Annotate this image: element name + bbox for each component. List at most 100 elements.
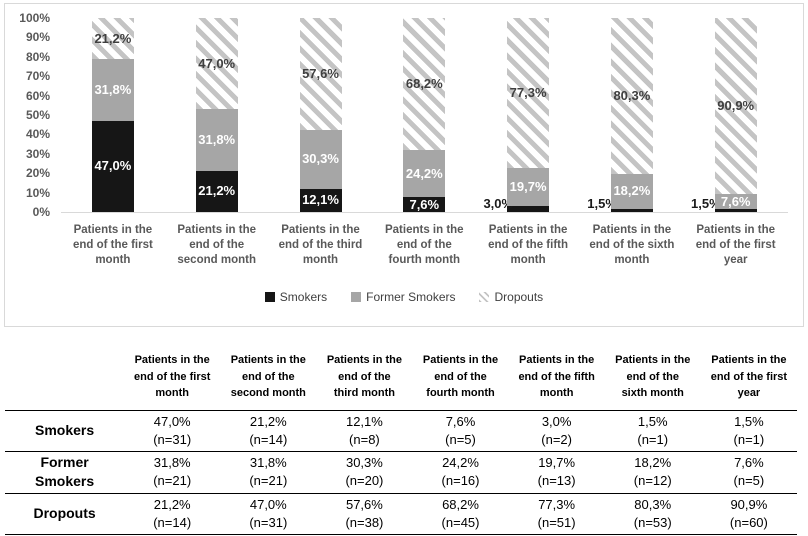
table-cell: 19,7% (n=13) bbox=[509, 452, 605, 494]
category-label: Patients in the end of the fifth month bbox=[488, 224, 568, 266]
table-cell: 21,2% (n=14) bbox=[124, 493, 220, 535]
table-cell: 12,1% (n=8) bbox=[316, 410, 412, 452]
table-cell: 18,2% (n=12) bbox=[605, 452, 701, 494]
table-cell: 47,0% (n=31) bbox=[124, 410, 220, 452]
y-axis-tick-label: 90% bbox=[25, 30, 50, 45]
table-cell: 1,5% (n=1) bbox=[701, 410, 797, 452]
cell-n-count: (n=13) bbox=[537, 473, 576, 489]
table-cell: 77,3% (n=51) bbox=[509, 493, 605, 535]
legend-swatch-icon bbox=[264, 292, 275, 302]
cell-n-count: (n=12) bbox=[633, 473, 672, 489]
table-cell: 7,6% (n=5) bbox=[701, 452, 797, 494]
cell-n-count: (n=1) bbox=[637, 431, 669, 447]
table-header-cell: Patients in the end of the first month bbox=[134, 354, 211, 399]
table-row-label: Smokers bbox=[34, 422, 95, 439]
table-cell: 1,5% (n=1) bbox=[605, 410, 701, 452]
table-row: Dropouts 21,2% (n=14) 47,0% (n=31) 57,6% (n=38… bbox=[5, 493, 797, 535]
cell-n-count: (n=51) bbox=[537, 514, 576, 530]
bar-data-label: 12,1% bbox=[302, 192, 339, 208]
bar-segment-smokers bbox=[195, 170, 238, 212]
bar-segment-former-smokers bbox=[299, 129, 342, 189]
table-cell: 30,3% (n=20) bbox=[316, 452, 412, 494]
cell-n-count: (n=16) bbox=[441, 473, 480, 489]
table-corner-cell bbox=[5, 347, 124, 410]
cell-n-count: (n=14) bbox=[153, 514, 192, 530]
category-label: Patients in the end of the first month bbox=[72, 224, 153, 266]
legend-swatch-icon bbox=[479, 292, 490, 302]
bar-data-label: 24,2% bbox=[405, 165, 443, 181]
cell-percentage: 30,3% bbox=[345, 455, 383, 471]
category-label: Patients in the end of the second month bbox=[177, 224, 256, 266]
cell-percentage: 47,0% bbox=[153, 413, 191, 429]
cell-percentage: 18,2% bbox=[634, 455, 672, 471]
cell-n-count: (n=5) bbox=[445, 431, 476, 447]
bar-segment-smokers bbox=[507, 206, 550, 212]
cell-n-count: (n=20) bbox=[345, 473, 384, 489]
bar-data-label: 47,0% bbox=[198, 55, 236, 71]
y-axis-tick-label: 60% bbox=[25, 88, 50, 103]
bar-data-label: 80,3% bbox=[613, 87, 651, 103]
bar-data-label: 1,5% bbox=[587, 196, 617, 211]
table-cell: 21,2% (n=14) bbox=[220, 410, 316, 452]
cell-n-count: (n=1) bbox=[733, 431, 765, 447]
bar-data-label: 19,7% bbox=[509, 179, 547, 195]
table-header-cell: Patients in the end of the second month bbox=[230, 354, 306, 399]
cell-percentage: 80,3% bbox=[634, 496, 672, 512]
bar-segment-former-smokers bbox=[195, 109, 238, 171]
table-cell: 31,8% (n=21) bbox=[124, 452, 220, 494]
table-row-label: Former Smokers bbox=[34, 454, 95, 490]
chart-legend: Smokers Former Smokers Dropouts bbox=[5, 290, 803, 304]
cell-n-count: (n=21) bbox=[153, 473, 192, 489]
bar-data-label: 68,2% bbox=[405, 76, 443, 92]
y-axis-tick-label: 70% bbox=[25, 69, 50, 84]
bar-segment-dropouts bbox=[610, 18, 653, 174]
bar-segment-former-smokers bbox=[507, 167, 550, 207]
cell-percentage: 7,6% bbox=[445, 413, 476, 429]
legend-label: Former Smokers bbox=[366, 290, 456, 304]
bar-data-label: 21,2% bbox=[94, 30, 132, 46]
cell-percentage: 90,9% bbox=[730, 496, 768, 512]
bar-segment-former-smokers bbox=[714, 194, 757, 210]
bar-data-label: 21,2% bbox=[198, 183, 236, 199]
cell-n-count: (n=31) bbox=[249, 514, 288, 530]
table-cell: 24,2% (n=16) bbox=[412, 452, 508, 494]
y-axis-tick-label: 100% bbox=[19, 11, 50, 25]
cell-percentage: 68,2% bbox=[442, 496, 479, 512]
y-axis-tick-label: 40% bbox=[25, 127, 50, 142]
cell-n-count: (n=21) bbox=[249, 473, 288, 489]
y-axis-tick-label: 50% bbox=[25, 108, 50, 122]
y-axis-tick-label: 20% bbox=[25, 166, 50, 181]
bar-segment-smokers bbox=[299, 188, 342, 212]
category-label: Patients in the end of the fourth month bbox=[384, 224, 464, 266]
table-cell: 90,9% (n=60) bbox=[701, 493, 797, 535]
table-row-label: Dropouts bbox=[33, 505, 96, 522]
cell-percentage: 31,8% bbox=[249, 455, 287, 471]
legend-item-smokers: Smokers bbox=[264, 290, 327, 304]
bar-segment-smokers bbox=[403, 197, 446, 212]
table-header-cell: Patients in the end of the sixth month bbox=[615, 354, 691, 399]
x-axis-line bbox=[61, 212, 788, 213]
bar-segment-dropouts bbox=[507, 18, 550, 168]
cell-n-count: (n=38) bbox=[345, 514, 384, 530]
category-label: Patients in the end of the first year bbox=[695, 224, 776, 266]
cell-n-count: (n=8) bbox=[349, 431, 380, 447]
table-header-cell: Patients in the end of the third month bbox=[326, 354, 402, 399]
table-cell: 57,6% (n=38) bbox=[316, 493, 412, 535]
cell-n-count: (n=31) bbox=[153, 431, 192, 447]
y-axis-tick-label: 30% bbox=[25, 146, 50, 161]
table-header: Patients in the end of the first month Pa… bbox=[5, 347, 797, 410]
y-axis-tick-label: 0% bbox=[32, 205, 50, 219]
cell-n-count: (n=53) bbox=[633, 514, 672, 530]
cell-percentage: 77,3% bbox=[538, 496, 576, 512]
bar-data-label: 47,0% bbox=[94, 158, 132, 174]
cell-percentage: 19,7% bbox=[538, 455, 576, 471]
bar-segment-smokers bbox=[714, 209, 757, 212]
cell-percentage: 21,2% bbox=[249, 413, 287, 429]
cell-percentage: 21,2% bbox=[153, 496, 191, 512]
cell-percentage: 7,6% bbox=[734, 455, 764, 471]
table-cell: 3,0% (n=2) bbox=[509, 410, 605, 452]
cell-percentage: 1,5% bbox=[734, 413, 764, 429]
y-axis-tick-label: 10% bbox=[25, 185, 50, 200]
table-row: Former Smokers 31,8% (n=21) 31,8% (n=21) 30,3… bbox=[5, 452, 797, 494]
